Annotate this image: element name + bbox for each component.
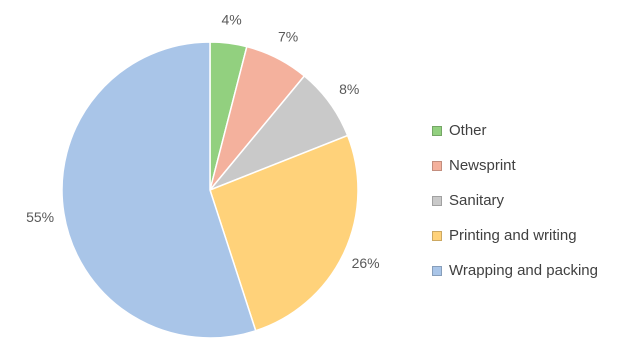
legend-label: Wrapping and packing xyxy=(449,262,598,279)
pie-value-label: 55% xyxy=(26,209,54,225)
legend-label: Sanitary xyxy=(449,192,504,209)
legend-swatch xyxy=(432,126,442,136)
legend-swatch xyxy=(432,161,442,171)
legend-swatch xyxy=(432,231,442,241)
legend-swatch xyxy=(432,196,442,206)
legend-item: Other xyxy=(432,113,598,148)
legend-item: Printing and writing xyxy=(432,218,598,253)
legend-item: Sanitary xyxy=(432,183,598,218)
pie-slices xyxy=(62,42,358,338)
chart-legend: Other Newsprint Sanitary Printing and writi… xyxy=(432,113,598,288)
legend-label: Other xyxy=(449,122,487,139)
legend-label: Printing and writing xyxy=(449,227,577,244)
legend-item: Newsprint xyxy=(432,148,598,183)
pie-value-label: 7% xyxy=(278,29,298,45)
legend-swatch xyxy=(432,266,442,276)
pie-value-label: 4% xyxy=(221,11,241,27)
pie-value-label: 8% xyxy=(339,81,359,97)
legend-label: Newsprint xyxy=(449,157,516,174)
legend-item: Wrapping and packing xyxy=(432,253,598,288)
pie-value-label: 26% xyxy=(352,255,380,271)
